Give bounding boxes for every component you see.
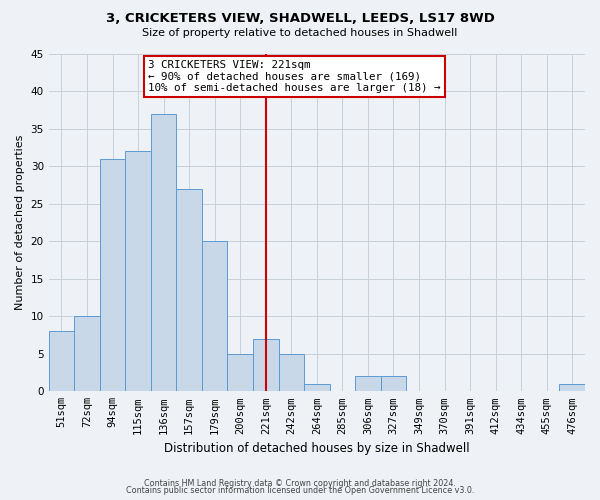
Bar	[355, 376, 380, 392]
Text: 3 CRICKETERS VIEW: 221sqm
← 90% of detached houses are smaller (169)
10% of semi: 3 CRICKETERS VIEW: 221sqm ← 90% of detac…	[148, 60, 441, 93]
Text: Contains HM Land Registry data © Crown copyright and database right 2024.: Contains HM Land Registry data © Crown c…	[144, 478, 456, 488]
Bar	[202, 242, 227, 392]
Bar	[253, 339, 278, 392]
Y-axis label: Number of detached properties: Number of detached properties	[15, 135, 25, 310]
Bar	[304, 384, 329, 392]
Text: 3, CRICKETERS VIEW, SHADWELL, LEEDS, LS17 8WD: 3, CRICKETERS VIEW, SHADWELL, LEEDS, LS1…	[106, 12, 494, 26]
Bar	[380, 376, 406, 392]
X-axis label: Distribution of detached houses by size in Shadwell: Distribution of detached houses by size …	[164, 442, 470, 455]
Bar	[559, 384, 585, 392]
Bar	[100, 159, 125, 392]
Bar	[74, 316, 100, 392]
Bar	[125, 152, 151, 392]
Bar	[227, 354, 253, 392]
Bar	[49, 332, 74, 392]
Text: Contains public sector information licensed under the Open Government Licence v3: Contains public sector information licen…	[126, 486, 474, 495]
Bar	[278, 354, 304, 392]
Bar	[176, 189, 202, 392]
Bar	[151, 114, 176, 392]
Text: Size of property relative to detached houses in Shadwell: Size of property relative to detached ho…	[142, 28, 458, 38]
